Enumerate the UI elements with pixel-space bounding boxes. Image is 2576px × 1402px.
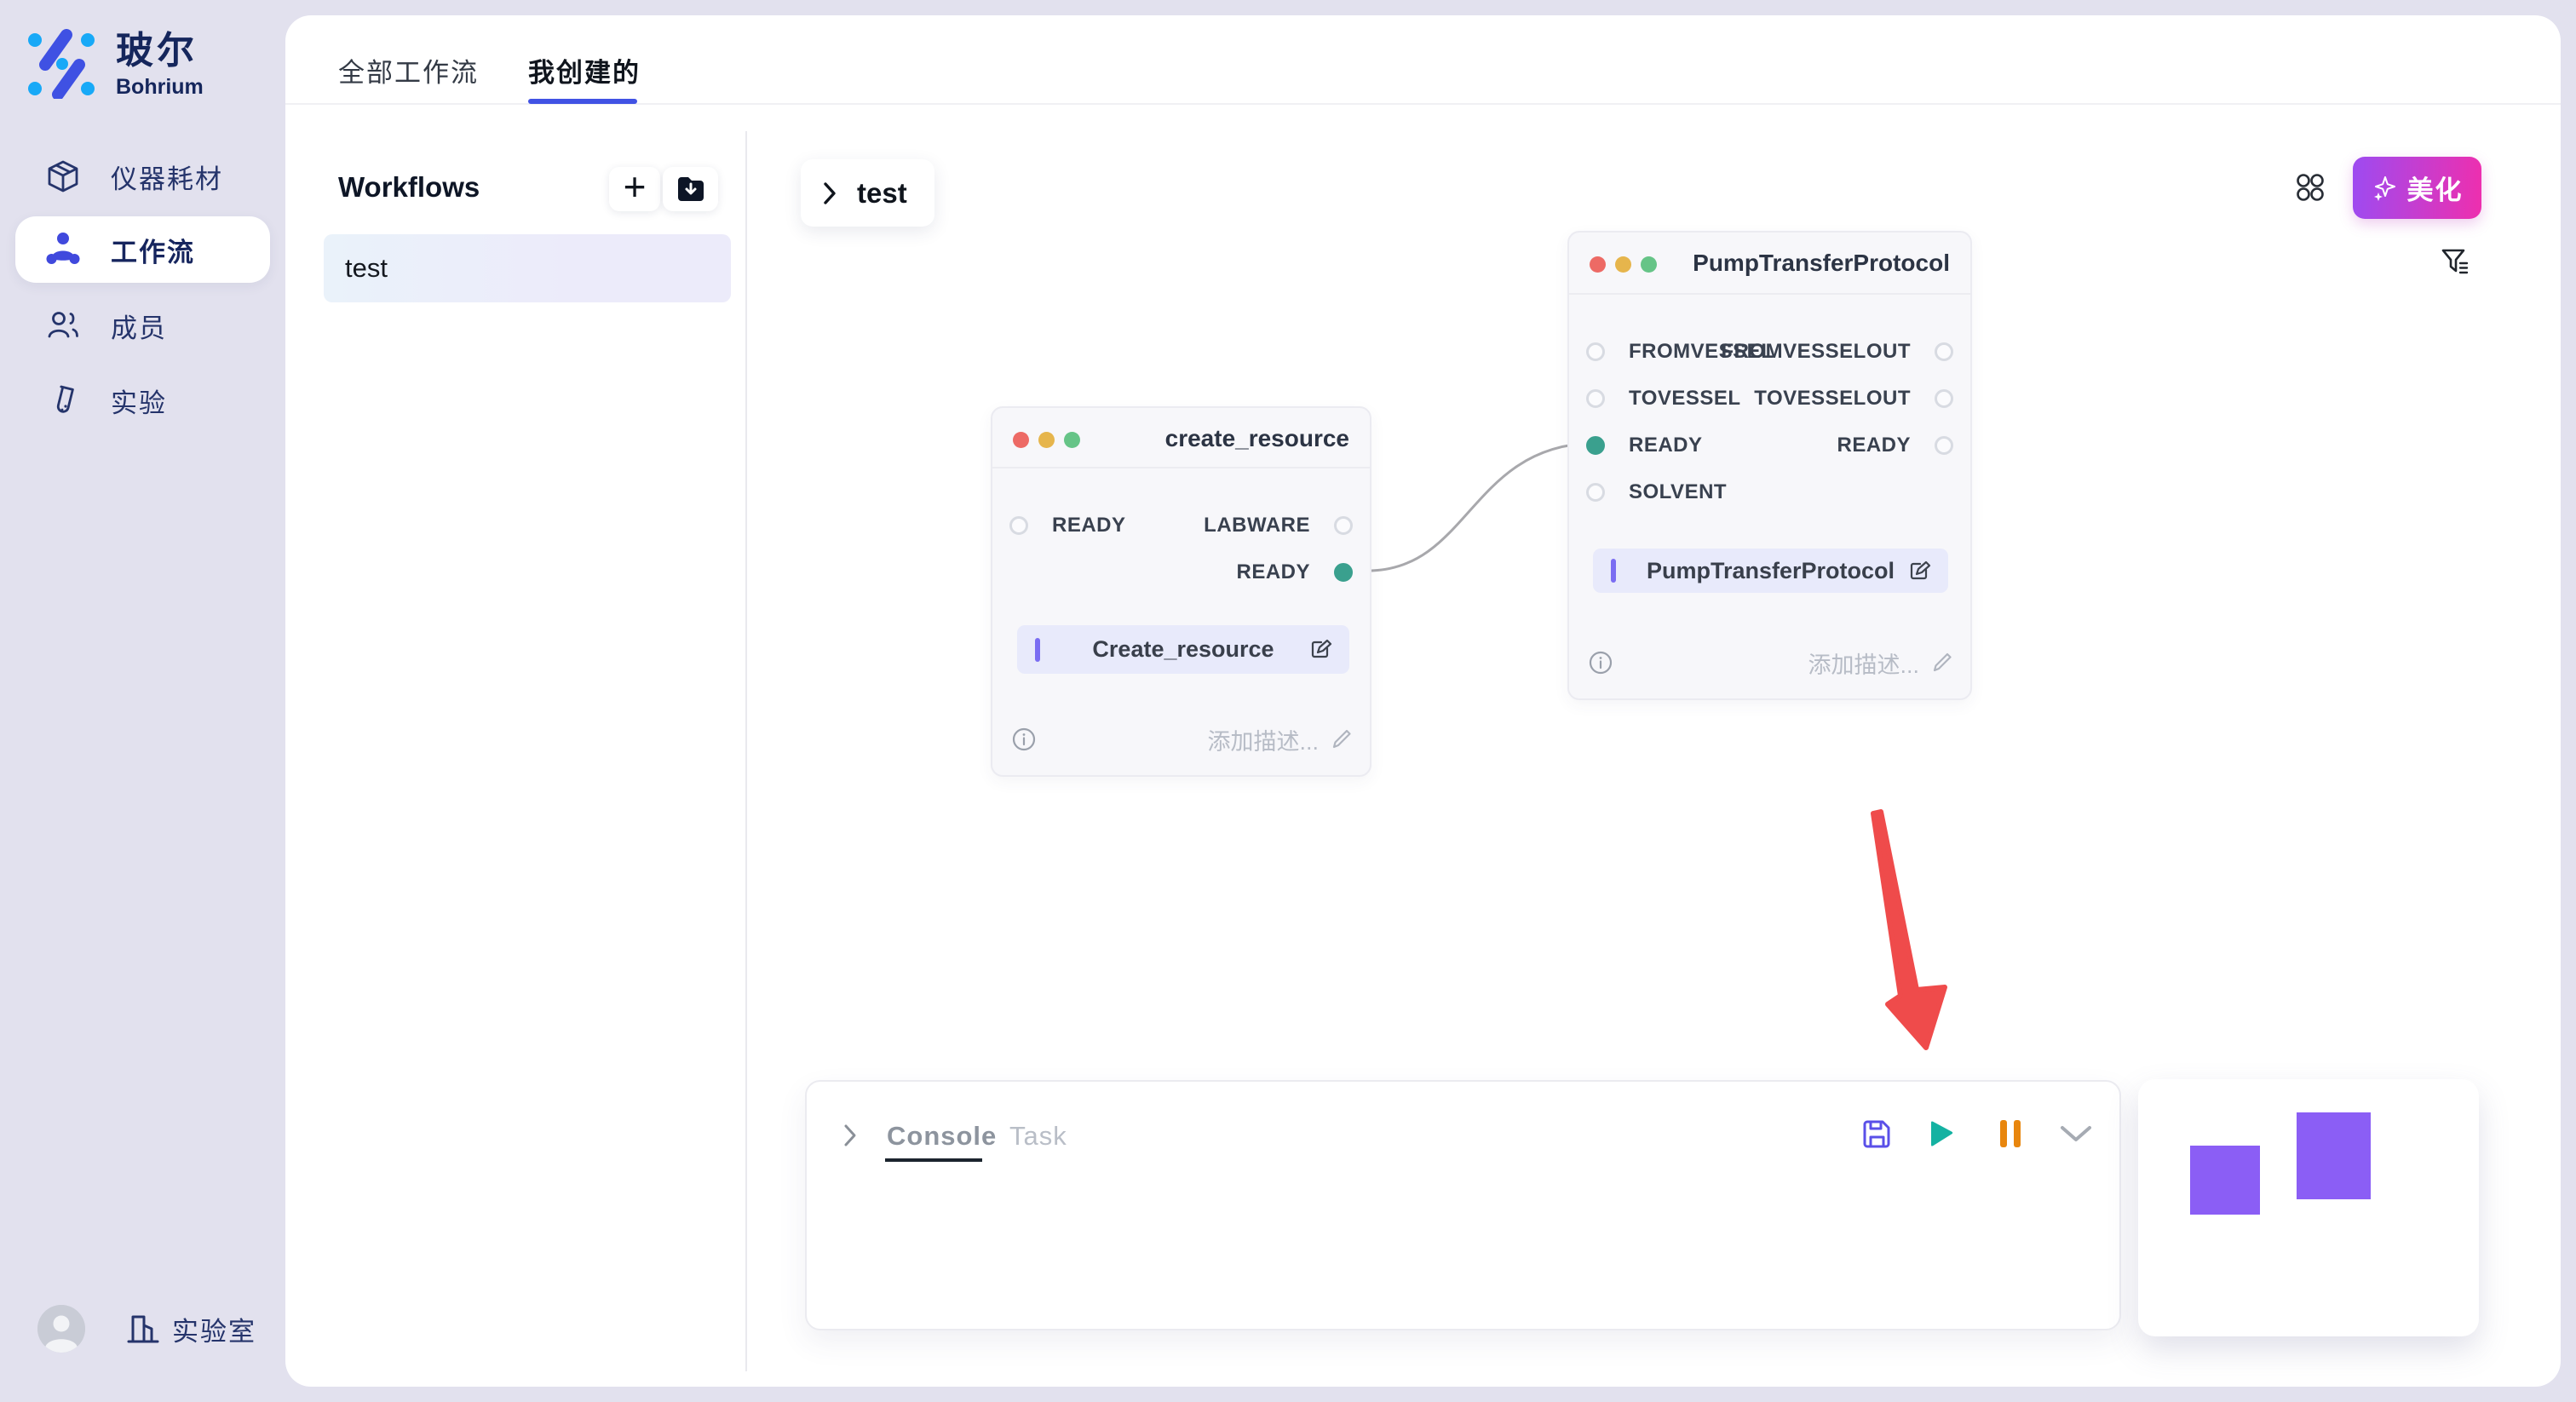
- add-description[interactable]: 添加描述...: [1808, 646, 1953, 680]
- action-accent-bar: [1035, 637, 1040, 662]
- tab-my-created[interactable]: 我创建的: [528, 58, 641, 88]
- output-port[interactable]: FROMVESSELOUT: [1721, 328, 1953, 375]
- port-handle[interactable]: [1009, 515, 1028, 535]
- brand-name-cn: 玻尔: [116, 30, 198, 72]
- workflow-list-item-test[interactable]: test: [324, 234, 731, 302]
- node-action-button[interactable]: Create_resource: [1017, 625, 1349, 674]
- workflows-panel: Workflows + test: [285, 105, 745, 1387]
- add-workflow-button[interactable]: +: [609, 167, 660, 211]
- info-icon[interactable]: [1588, 650, 1613, 675]
- tab-task[interactable]: Task: [1009, 1121, 1067, 1151]
- package-box-icon: [45, 158, 81, 194]
- lab-label: 实验室: [172, 1316, 256, 1347]
- pause-icon[interactable]: [1998, 1118, 2023, 1150]
- pencil-icon: [1332, 729, 1351, 749]
- node-title: PumpTransferProtocol: [1693, 250, 1950, 276]
- minimap[interactable]: [2138, 1079, 2479, 1336]
- annotation-arrow: [1871, 809, 1947, 1050]
- pencil-icon: [1933, 652, 1952, 672]
- output-port[interactable]: TOVESSELOUT: [1721, 375, 1953, 422]
- traffic-dots-icon: [1013, 432, 1080, 448]
- active-tab-underline: [528, 99, 637, 104]
- port-handle-connected[interactable]: [1586, 435, 1605, 455]
- minimap-node: [2297, 1112, 2371, 1199]
- workflow-tabs: 全部工作流 我创建的: [285, 15, 2561, 105]
- sidebar-item-label: 工作流: [111, 237, 195, 267]
- node-title: create_resource: [1164, 425, 1349, 451]
- beautify-button[interactable]: 美化: [2353, 157, 2481, 219]
- command-grid-icon[interactable]: [2296, 172, 2325, 203]
- workflows-panel-title: Workflows: [338, 171, 480, 203]
- sidebar-item-label: 实验: [111, 388, 167, 418]
- port-handle[interactable]: [1935, 388, 1953, 408]
- input-port[interactable]: TOVESSEL: [1586, 375, 1774, 422]
- add-description[interactable]: 添加描述...: [1207, 723, 1353, 756]
- sidebar-item-label: 仪器耗材: [111, 164, 223, 194]
- console-tab-underline: [885, 1158, 982, 1162]
- minimap-node: [2190, 1146, 2260, 1215]
- port-handle[interactable]: [1586, 388, 1605, 408]
- edit-icon[interactable]: [1908, 560, 1931, 583]
- beautify-label: 美化: [2406, 175, 2464, 205]
- port-handle[interactable]: [1586, 482, 1605, 502]
- node-pump-transfer-protocol[interactable]: PumpTransferProtocol FROMVESSEL TOVESSEL…: [1567, 231, 1972, 700]
- import-folder-button[interactable]: [663, 167, 718, 211]
- sidebar-item-label: 成员: [111, 313, 167, 343]
- output-port[interactable]: READY: [1721, 422, 1953, 468]
- folder-download-icon: [677, 177, 704, 201]
- node-header: create_resource: [992, 408, 1370, 468]
- output-port[interactable]: LABWARE: [1204, 502, 1353, 549]
- save-icon[interactable]: [1860, 1118, 1893, 1150]
- port-handle-connected[interactable]: [1334, 562, 1353, 582]
- input-port[interactable]: FROMVESSEL: [1586, 328, 1774, 375]
- user-avatar[interactable]: [37, 1305, 85, 1353]
- port-handle[interactable]: [1935, 342, 1953, 361]
- brand-name-en: Bohrium: [116, 75, 204, 99]
- tab-all-workflows[interactable]: 全部工作流: [338, 58, 479, 88]
- brand-logo: 玻尔 Bohrium: [27, 29, 204, 100]
- node-action-button[interactable]: PumpTransferProtocol: [1593, 549, 1948, 593]
- sparkles-icon: [2373, 175, 2395, 201]
- building-icon: [127, 1315, 159, 1343]
- sidebar-item-members[interactable]: 成员: [15, 298, 270, 353]
- members-icon: [45, 307, 81, 343]
- expand-chevron-right-icon[interactable]: [841, 1123, 860, 1148]
- panel-divider: [745, 131, 747, 1371]
- run-icon[interactable]: [1924, 1118, 1957, 1150]
- port-handle[interactable]: [1935, 435, 1953, 455]
- node-create-resource[interactable]: create_resource READY LABWARE READY: [991, 406, 1371, 777]
- breadcrumb[interactable]: test: [801, 159, 934, 227]
- team-workflow-icon: [45, 232, 81, 267]
- collapse-chevron-down-icon[interactable]: [2059, 1124, 2093, 1145]
- workflow-item-name: test: [345, 253, 388, 283]
- sidebar-item-workflow[interactable]: 工作流: [15, 216, 270, 283]
- input-port[interactable]: SOLVENT: [1586, 468, 1774, 515]
- traffic-dots-icon: [1590, 256, 1657, 273]
- action-accent-bar: [1611, 559, 1616, 583]
- node-header: PumpTransferProtocol: [1569, 233, 1970, 295]
- output-port[interactable]: READY: [1204, 549, 1353, 595]
- chevron-right-icon: [824, 181, 836, 204]
- breadcrumb-workflow-name: test: [857, 176, 907, 209]
- info-icon[interactable]: [1011, 727, 1037, 752]
- input-port[interactable]: READY: [1009, 502, 1126, 549]
- sidebar-item-experiments[interactable]: 实验: [15, 373, 270, 428]
- port-handle[interactable]: [1586, 342, 1605, 361]
- input-port[interactable]: READY: [1586, 422, 1774, 468]
- filter-funnel-icon[interactable]: [2439, 246, 2470, 277]
- sidebar-item-consumables[interactable]: 仪器耗材: [15, 149, 270, 204]
- port-handle[interactable]: [1334, 515, 1353, 535]
- bohrium-logo-icon: [28, 29, 95, 99]
- test-tube-icon: [45, 382, 81, 418]
- sidebar: 玻尔 Bohrium 仪器耗材 工作流: [0, 0, 285, 1402]
- console-panel: Console Task: [805, 1080, 2121, 1330]
- tab-console[interactable]: Console: [887, 1121, 998, 1151]
- edit-icon[interactable]: [1309, 638, 1332, 661]
- main-content: 全部工作流 我创建的 Workflows + test test: [285, 15, 2561, 1387]
- lab-switcher[interactable]: 实验室: [124, 1310, 256, 1348]
